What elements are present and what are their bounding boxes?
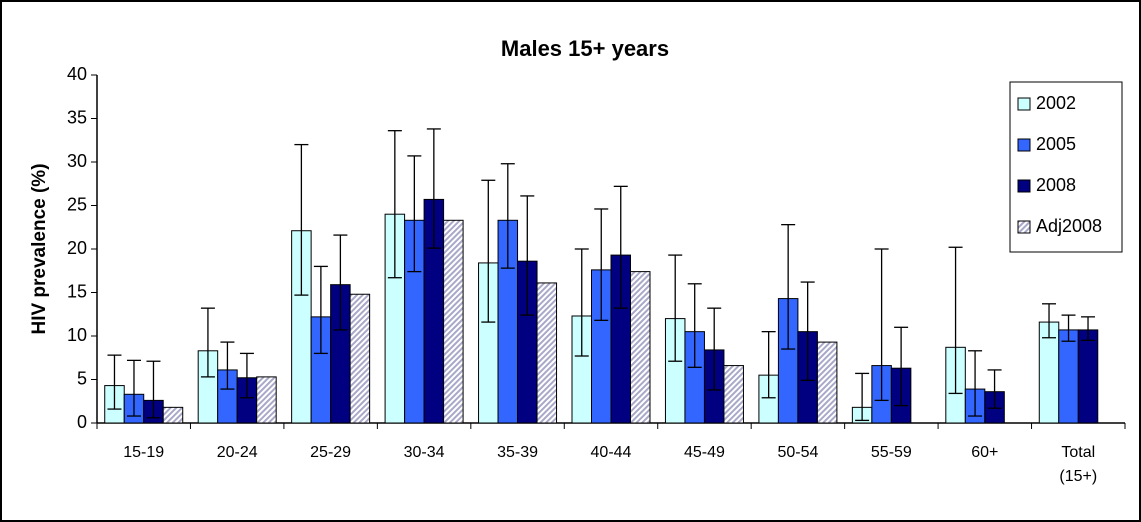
x-tick-label: 35-39	[497, 444, 538, 461]
x-tick-label: Total (15+)	[1059, 444, 1098, 485]
error-bar	[761, 330, 776, 399]
error-bar	[1081, 316, 1096, 342]
error-bar	[594, 208, 609, 321]
bar	[816, 341, 838, 424]
error-bar	[313, 265, 328, 355]
error-bar	[107, 354, 122, 410]
chart-title: Males 15+ years	[501, 36, 669, 61]
error-bar	[987, 369, 1002, 409]
legend-swatch	[1017, 138, 1031, 152]
error-bar	[894, 326, 909, 407]
error-bar	[200, 307, 215, 378]
y-tick-label: 10	[67, 325, 87, 345]
error-bar	[613, 185, 628, 309]
error-bar	[481, 179, 496, 323]
y-tick-label: 25	[67, 194, 87, 214]
error-bar	[1042, 303, 1057, 339]
bar	[536, 282, 558, 424]
bar	[723, 365, 744, 424]
bar	[443, 219, 464, 424]
legend-swatch	[1017, 179, 1031, 193]
y-tick-label: 0	[77, 412, 87, 432]
error-bar	[126, 359, 141, 417]
x-tick-label: 15-19	[123, 444, 165, 461]
legend-label: 2008	[1036, 175, 1076, 195]
error-bar	[520, 195, 535, 316]
error-bar	[968, 350, 983, 417]
error-bar	[387, 130, 402, 279]
y-tick-label: 20	[67, 238, 87, 258]
error-bar	[948, 246, 963, 395]
x-tick-label: 20-24	[216, 444, 258, 461]
error-bar	[874, 248, 889, 402]
error-bar	[294, 143, 309, 296]
bar	[256, 376, 277, 424]
error-bar	[500, 163, 515, 269]
error-bar	[707, 307, 722, 391]
y-axis-label: HIV prevalence (%)	[29, 163, 50, 334]
y-tick-label: 40	[67, 64, 87, 84]
error-bar	[407, 155, 422, 273]
legend-swatch	[1017, 220, 1031, 234]
legend-label: 2002	[1036, 93, 1076, 113]
y-tick-label: 30	[67, 151, 87, 171]
bar	[349, 293, 371, 424]
error-bar	[574, 248, 589, 357]
error-bar	[855, 372, 870, 422]
error-bar	[426, 128, 441, 249]
x-tick-label: 40-44	[590, 444, 632, 461]
error-bar	[800, 281, 815, 382]
x-tick-label: 25-29	[310, 444, 352, 461]
y-tick-label: 35	[67, 107, 87, 127]
bar	[1077, 329, 1099, 424]
bar	[162, 406, 184, 424]
x-tick-label: 30-34	[403, 444, 445, 461]
bar	[630, 271, 651, 424]
x-tick-label: 60+	[971, 444, 999, 461]
x-tick-label: 55-59	[870, 444, 912, 461]
error-bar	[687, 283, 702, 368]
legend-swatch	[1017, 97, 1031, 111]
legend-label: Adj2008	[1036, 216, 1102, 236]
error-bar	[333, 234, 348, 331]
x-tick-label: 50-54	[777, 444, 819, 461]
legend-label: 2005	[1036, 134, 1076, 154]
error-bar	[668, 254, 683, 362]
y-tick-label: 15	[67, 281, 87, 301]
error-bar	[1061, 314, 1076, 342]
error-bar	[781, 223, 796, 350]
bar	[1058, 329, 1079, 424]
y-tick-label: 5	[77, 368, 87, 388]
error-bar	[220, 341, 235, 390]
x-tick-label: 45-49	[683, 444, 725, 461]
error-bar	[146, 360, 161, 419]
error-bar	[239, 352, 254, 399]
